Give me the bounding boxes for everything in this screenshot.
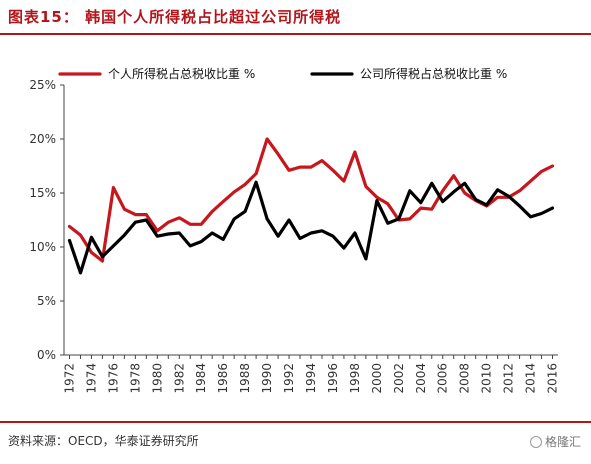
watermark: 格隆汇: [529, 433, 581, 450]
x-axis: 1972 1974 1976 1978 1980 1982 1984 1986 1988 1990…: [62, 354, 560, 394]
x-tick-label: 1990: [260, 363, 274, 394]
x-tick-label: 1980: [150, 363, 164, 394]
x-tick-label: 1976: [106, 363, 120, 394]
x-tick-label: 1978: [128, 363, 142, 394]
legend-label: 公司所得税占总税收比重 %: [360, 66, 507, 81]
y-tick-label: 15%: [29, 186, 56, 200]
y-tick-label: 0%: [37, 348, 56, 362]
plot-area: [67, 137, 555, 275]
series-line-personal-income-tax: [67, 137, 555, 263]
x-tick-label: 1994: [304, 363, 318, 394]
watermark-logo-icon: [529, 436, 542, 448]
x-tick-label: 2010: [480, 363, 494, 394]
x-tick-label: 1986: [216, 363, 230, 394]
x-tick-label: 2008: [458, 363, 472, 394]
x-tick-label: 1984: [194, 363, 208, 394]
figure-header: 图表15： 韩国个人所得税占比超过公司所得税: [0, 0, 591, 35]
legend-label: 个人所得税占总税收比重 %: [108, 66, 255, 81]
x-tick-label: 2000: [370, 363, 384, 394]
y-tick-label: 10%: [29, 240, 56, 254]
x-tick-label: 2002: [392, 363, 406, 394]
x-tick-label: 2004: [414, 363, 428, 394]
y-tick-label: 20%: [29, 132, 56, 146]
x-tick-label: 2014: [524, 363, 538, 394]
line-chart: 个人所得税占总税收比重 % 公司所得税占总税收比重 % 0% 5% 10% 15% 20%…: [29, 66, 560, 394]
figure-title: 图表15： 韩国个人所得税占比超过公司所得税: [8, 8, 342, 26]
x-tick-label: 1974: [84, 363, 98, 394]
x-tick-label: 2016: [546, 363, 560, 394]
x-tick-label: 2006: [436, 363, 450, 394]
x-tick-label: 2012: [502, 363, 516, 394]
watermark-text: 格隆汇: [544, 435, 581, 449]
source-note: 资料来源：OECD，华泰证券研究所: [8, 434, 199, 448]
x-tick-label: 1982: [172, 363, 186, 394]
header-divider: [0, 33, 591, 35]
x-tick-label: 1992: [282, 363, 296, 394]
y-tick-label: 25%: [29, 78, 56, 92]
y-axis: 0% 5% 10% 15% 20% 25%: [29, 78, 65, 362]
x-tick-label: 1988: [238, 363, 252, 394]
footer-divider: [0, 421, 591, 423]
series-line-corporate-income-tax: [67, 180, 555, 275]
y-tick-label: 5%: [37, 294, 56, 308]
x-tick-label: 1998: [348, 363, 362, 394]
legend: 个人所得税占总税收比重 % 公司所得税占总税收比重 %: [58, 66, 507, 81]
x-tick-label: 1972: [62, 363, 76, 394]
x-tick-label: 1996: [326, 363, 340, 394]
